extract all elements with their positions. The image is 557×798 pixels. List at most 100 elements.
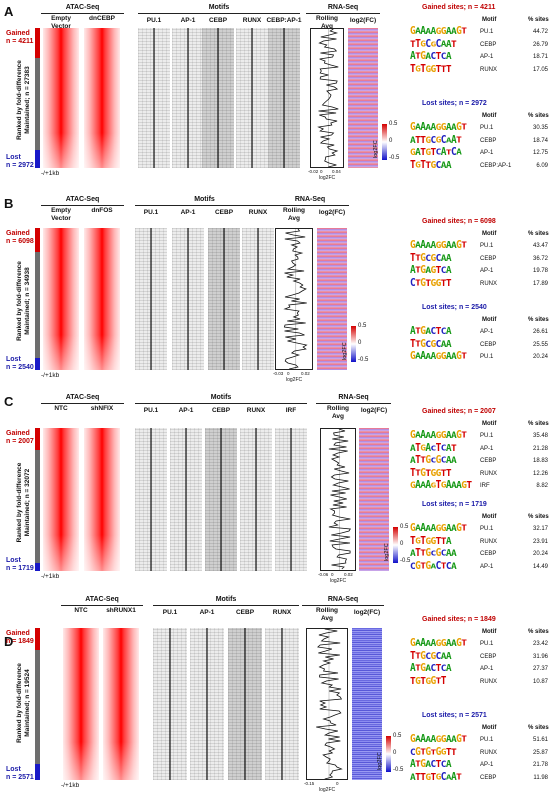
- logo-letter: T: [420, 561, 426, 571]
- atac-header-rule: [41, 403, 124, 404]
- colorbar-title: log2FC: [342, 342, 348, 360]
- logo-letter: T: [461, 351, 467, 362]
- logo-letter: A: [445, 522, 452, 535]
- sequence-logo: CGTGACTCA: [410, 560, 457, 573]
- log2fc-colorbar: [382, 124, 387, 160]
- sequence-logo: TTGTGGTT: [410, 466, 452, 480]
- atac-header: ATAC-Seq: [65, 196, 100, 203]
- logo-letter: A: [410, 443, 416, 453]
- logo-letter: G: [430, 650, 437, 662]
- logo-letter: C: [440, 265, 447, 276]
- logo-letter: T: [440, 535, 447, 547]
- logo-letter: T: [425, 467, 431, 479]
- logo-letter: A: [456, 148, 462, 158]
- rolling-axis-tick: -0.15: [304, 781, 315, 786]
- logo-letter: A: [420, 522, 426, 535]
- logo-letter: A: [440, 338, 447, 350]
- logo-letter: A: [410, 50, 416, 63]
- logo-letter: A: [445, 535, 452, 547]
- lost-count: n = 1719: [6, 565, 34, 572]
- motif-percent: 18.74: [532, 137, 548, 144]
- colorbar-title: log2FC: [377, 752, 383, 770]
- sequence-logo: GAAAGTGAAAGT: [410, 479, 472, 492]
- condition-line: NTC: [74, 607, 88, 614]
- logo-letter: C: [425, 37, 431, 50]
- rank-bar: [35, 228, 40, 370]
- logo-letter: G: [440, 638, 447, 649]
- rolling-line: Rolling: [315, 607, 339, 614]
- logo-letter: T: [461, 430, 467, 441]
- logo-letter: C: [440, 663, 447, 674]
- logo-letter: C: [430, 443, 437, 453]
- logo-letter: G: [440, 430, 447, 441]
- logo-letter: A: [451, 523, 457, 534]
- motif-percent: 23.42: [532, 641, 548, 647]
- logo-letter: T: [415, 468, 421, 478]
- motif-center-line: [251, 28, 253, 168]
- motifs-header-rule: [135, 205, 274, 206]
- logo-letter: T: [410, 466, 416, 479]
- motif-table-row: TTGCGCAA CEBP 36.72: [410, 252, 557, 265]
- lost-sites-title: Lost sites; n = 2571: [422, 712, 487, 719]
- logo-letter: A: [451, 770, 457, 783]
- logo-letter: A: [410, 455, 416, 466]
- motif-table-row: TGTGGTTT RUNX 17.05: [410, 63, 557, 76]
- motif-percent: 25.87: [532, 749, 548, 756]
- motif-center-line: [255, 428, 257, 571]
- table-header-motif: Motif: [482, 725, 497, 731]
- rnaseq-header: RNA-Seq: [338, 394, 369, 401]
- logo-letter: A: [420, 733, 426, 746]
- logo-letter: A: [445, 442, 452, 454]
- logo-letter: A: [445, 325, 452, 338]
- sequence-logo: ATGACTCA: [410, 325, 452, 338]
- sequence-logo: ATGACTCA: [410, 758, 452, 771]
- logo-letter: G: [440, 26, 447, 37]
- colorbar-tick-top: 0.5: [400, 524, 409, 530]
- logo-letter: A: [451, 351, 457, 362]
- motif-table-row: TTGCGCAAT CEBP 26.79: [410, 37, 557, 51]
- motif-percent: 27.37: [532, 666, 548, 672]
- motif-table-row: ATGACTCA AP-1 26.61: [410, 325, 557, 338]
- motif-name: AP-1: [480, 150, 494, 156]
- logo-letter: A: [415, 524, 421, 533]
- logo-letter: C: [440, 548, 447, 559]
- rolling-axis-label: log2FC: [286, 377, 303, 383]
- logo-letter: A: [420, 429, 426, 442]
- rolling-line: Avg: [320, 23, 334, 30]
- rolling-avg-label: Rolling Avg: [316, 405, 360, 421]
- log2fc-label: log2(FC): [349, 17, 377, 24]
- logo-letter: A: [415, 479, 421, 492]
- atac-header: ATAC-Seq: [65, 394, 100, 401]
- motif-density-track: [228, 628, 262, 780]
- sequence-logo: TTGCGCAA: [410, 650, 452, 663]
- motif-center-line: [187, 228, 189, 370]
- maintained-label: Ranked by fold-difference Maintained; n =…: [16, 446, 32, 559]
- maintained-line: Ranked by fold-difference: [16, 462, 23, 543]
- logo-letter: A: [425, 441, 431, 454]
- table-header-pct: % sites: [528, 725, 549, 731]
- rnaseq-header: RNA-Seq: [327, 596, 359, 603]
- motif-table-row: TTGCGCAA CEBP 31.96: [410, 650, 557, 663]
- logo-letter: C: [435, 37, 442, 50]
- sequence-logo: GAAAAGGAAGT: [410, 429, 467, 442]
- logo-letter: C: [440, 133, 447, 146]
- logo-letter: G: [420, 50, 426, 63]
- colorbar-tick-mid: 0: [400, 541, 404, 547]
- logo-letter: T: [440, 561, 447, 571]
- motif-percent: 26.79: [532, 41, 548, 48]
- logo-letter: G: [440, 523, 447, 534]
- logo-letter: T: [410, 158, 416, 171]
- colorbar-tick-mid: 0: [358, 340, 362, 346]
- motif-table-row: ATGACTCAT AP-1 21.28: [410, 441, 557, 455]
- maintained-line: Ranked by fold-difference: [16, 60, 23, 140]
- logo-letter: A: [445, 239, 452, 252]
- logo-letter: A: [425, 734, 431, 745]
- motif-table-row: GAAAAGGAAGT PU.1 23.42: [410, 637, 557, 650]
- logo-letter: T: [415, 51, 421, 62]
- logo-letter: T: [445, 148, 452, 157]
- log2fc-colorbar: [386, 736, 391, 772]
- logo-letter: T: [461, 240, 467, 251]
- atac-header-rule: [61, 605, 143, 606]
- rank-bar: [35, 628, 40, 780]
- lost-title: Lost: [6, 154, 21, 161]
